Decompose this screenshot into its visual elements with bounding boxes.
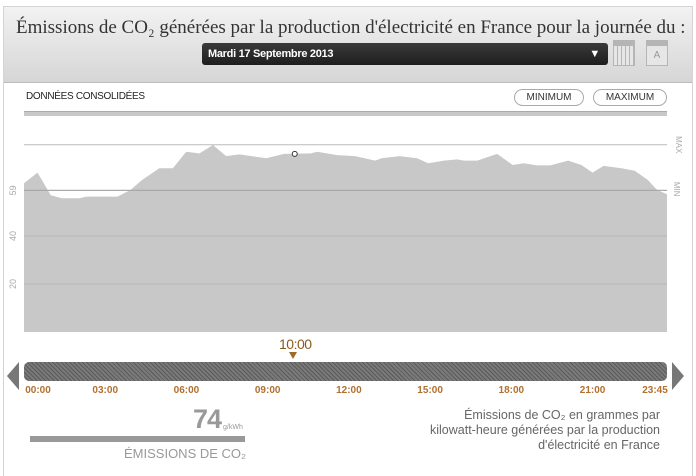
calendar-today-icon[interactable]: A bbox=[646, 40, 668, 66]
date-select[interactable]: Mardi 17 Septembre 2013 ▼ bbox=[202, 43, 608, 65]
emissions-area bbox=[24, 145, 667, 332]
y-tick-label: 59 bbox=[8, 185, 18, 195]
divider bbox=[24, 111, 667, 116]
y-tick-label: 40 bbox=[8, 231, 18, 241]
description: Émissions de CO₂ en grammes par kilowatt… bbox=[430, 408, 660, 452]
min-label: MIN bbox=[672, 182, 681, 197]
timeline-tick[interactable]: 21:00 bbox=[579, 385, 606, 396]
emission-value: 74 bbox=[193, 404, 222, 434]
next-arrow-icon[interactable] bbox=[672, 362, 684, 390]
calendar-letter: A bbox=[653, 50, 661, 61]
widget-frame bbox=[3, 6, 693, 476]
emission-bar bbox=[30, 436, 245, 442]
calendar-icon[interactable] bbox=[613, 40, 635, 66]
y-tick-label: 20 bbox=[8, 279, 18, 289]
previous-arrow-icon[interactable] bbox=[7, 362, 19, 390]
emission-label: ÉMISSIONS DE CO₂ bbox=[124, 446, 247, 461]
current-time-label: 10:00 bbox=[279, 336, 312, 352]
timeline-tick[interactable]: 18:00 bbox=[498, 385, 525, 396]
max-label: MAX bbox=[674, 136, 683, 154]
timeline-tick[interactable]: 09:00 bbox=[254, 385, 281, 396]
date-select-value: Mardi 17 Septembre 2013 bbox=[208, 48, 334, 60]
maximum-button[interactable]: MAXIMUM bbox=[593, 89, 667, 106]
chevron-down-icon: ▼ bbox=[589, 48, 600, 60]
emission-unit: g/kWh bbox=[223, 424, 243, 431]
timeline-tick[interactable]: 15:00 bbox=[417, 385, 443, 396]
page-title: Émissions de CO₂ générées par la product… bbox=[16, 17, 686, 38]
timeline-tick[interactable]: 03:00 bbox=[92, 385, 119, 396]
current-point-marker bbox=[291, 150, 298, 157]
timeline-slider[interactable] bbox=[24, 362, 667, 381]
emissions-chart[interactable]: 20 40 59 MAX MIN bbox=[0, 0, 696, 340]
minimum-button[interactable]: MINIMUM bbox=[514, 89, 584, 106]
timeline-tick[interactable]: 12:00 bbox=[336, 385, 362, 396]
timeline-tick[interactable]: 00:00 bbox=[25, 385, 51, 396]
timeline-tick[interactable]: 06:00 bbox=[173, 385, 200, 396]
time-marker-icon[interactable] bbox=[289, 352, 297, 359]
data-type-label: DONNÉES CONSOLIDÉES bbox=[26, 91, 145, 102]
timeline-tick[interactable]: 23:45 bbox=[642, 385, 668, 396]
